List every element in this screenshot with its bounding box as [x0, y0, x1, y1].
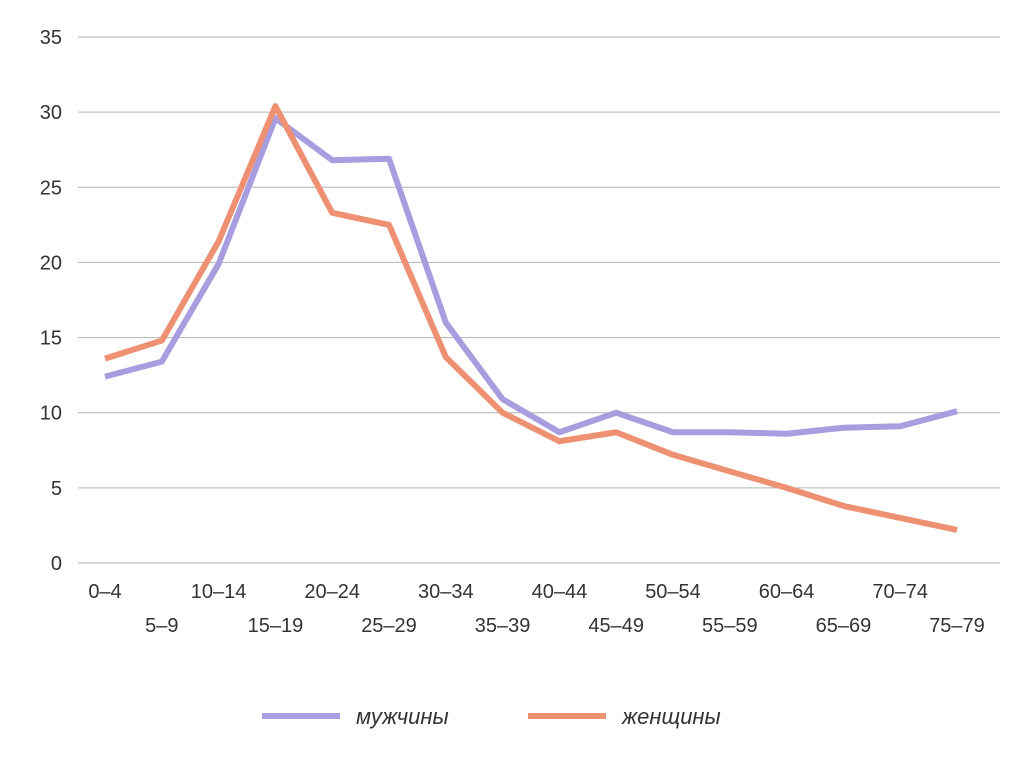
legend-label-men: мужчины: [356, 704, 449, 729]
y-gridlines: [78, 36, 1000, 564]
y-tick-label: 30: [40, 102, 62, 124]
x-tick-label: 70–74: [872, 581, 928, 603]
y-tick-label: 5: [51, 478, 62, 500]
x-tick-label: 10–14: [191, 581, 247, 603]
series-line-men: [104, 115, 958, 437]
x-tick-label: 75–79: [929, 615, 985, 637]
x-tick-label: 0–4: [88, 581, 121, 603]
y-tick-label: 10: [40, 403, 62, 425]
x-tick-label: 65–69: [816, 615, 872, 637]
y-axis-ticks: 0 5 10 15 20 25 30 35: [40, 27, 62, 575]
x-tick-label: 5–9: [145, 615, 178, 637]
x-tick-label: 40–44: [532, 581, 588, 603]
x-tick-label: 55–59: [702, 615, 758, 637]
y-tick-label: 20: [40, 252, 62, 274]
y-tick-label: 0: [51, 553, 62, 575]
x-tick-label: 15–19: [248, 615, 304, 637]
legend: мужчины женщины: [262, 704, 721, 729]
y-tick-label: 15: [40, 328, 62, 350]
x-tick-label: 35–39: [475, 615, 531, 637]
legend-label-women: женщины: [621, 704, 721, 729]
x-tick-label: 25–29: [361, 615, 417, 637]
y-tick-label: 25: [40, 177, 62, 199]
x-tick-label: 20–24: [304, 581, 360, 603]
x-tick-label: 50–54: [645, 581, 701, 603]
series-line-women: [104, 103, 958, 533]
x-tick-label: 45–49: [588, 615, 644, 637]
x-tick-label: 60–64: [759, 581, 815, 603]
x-tick-label: 30–34: [418, 581, 474, 603]
x-axis-ticks: 0–4 5–9 10–1415–1920–2425–2930–3435–3940–4…: [88, 581, 985, 637]
y-tick-label: 35: [40, 27, 62, 49]
series-lines: [104, 103, 958, 533]
